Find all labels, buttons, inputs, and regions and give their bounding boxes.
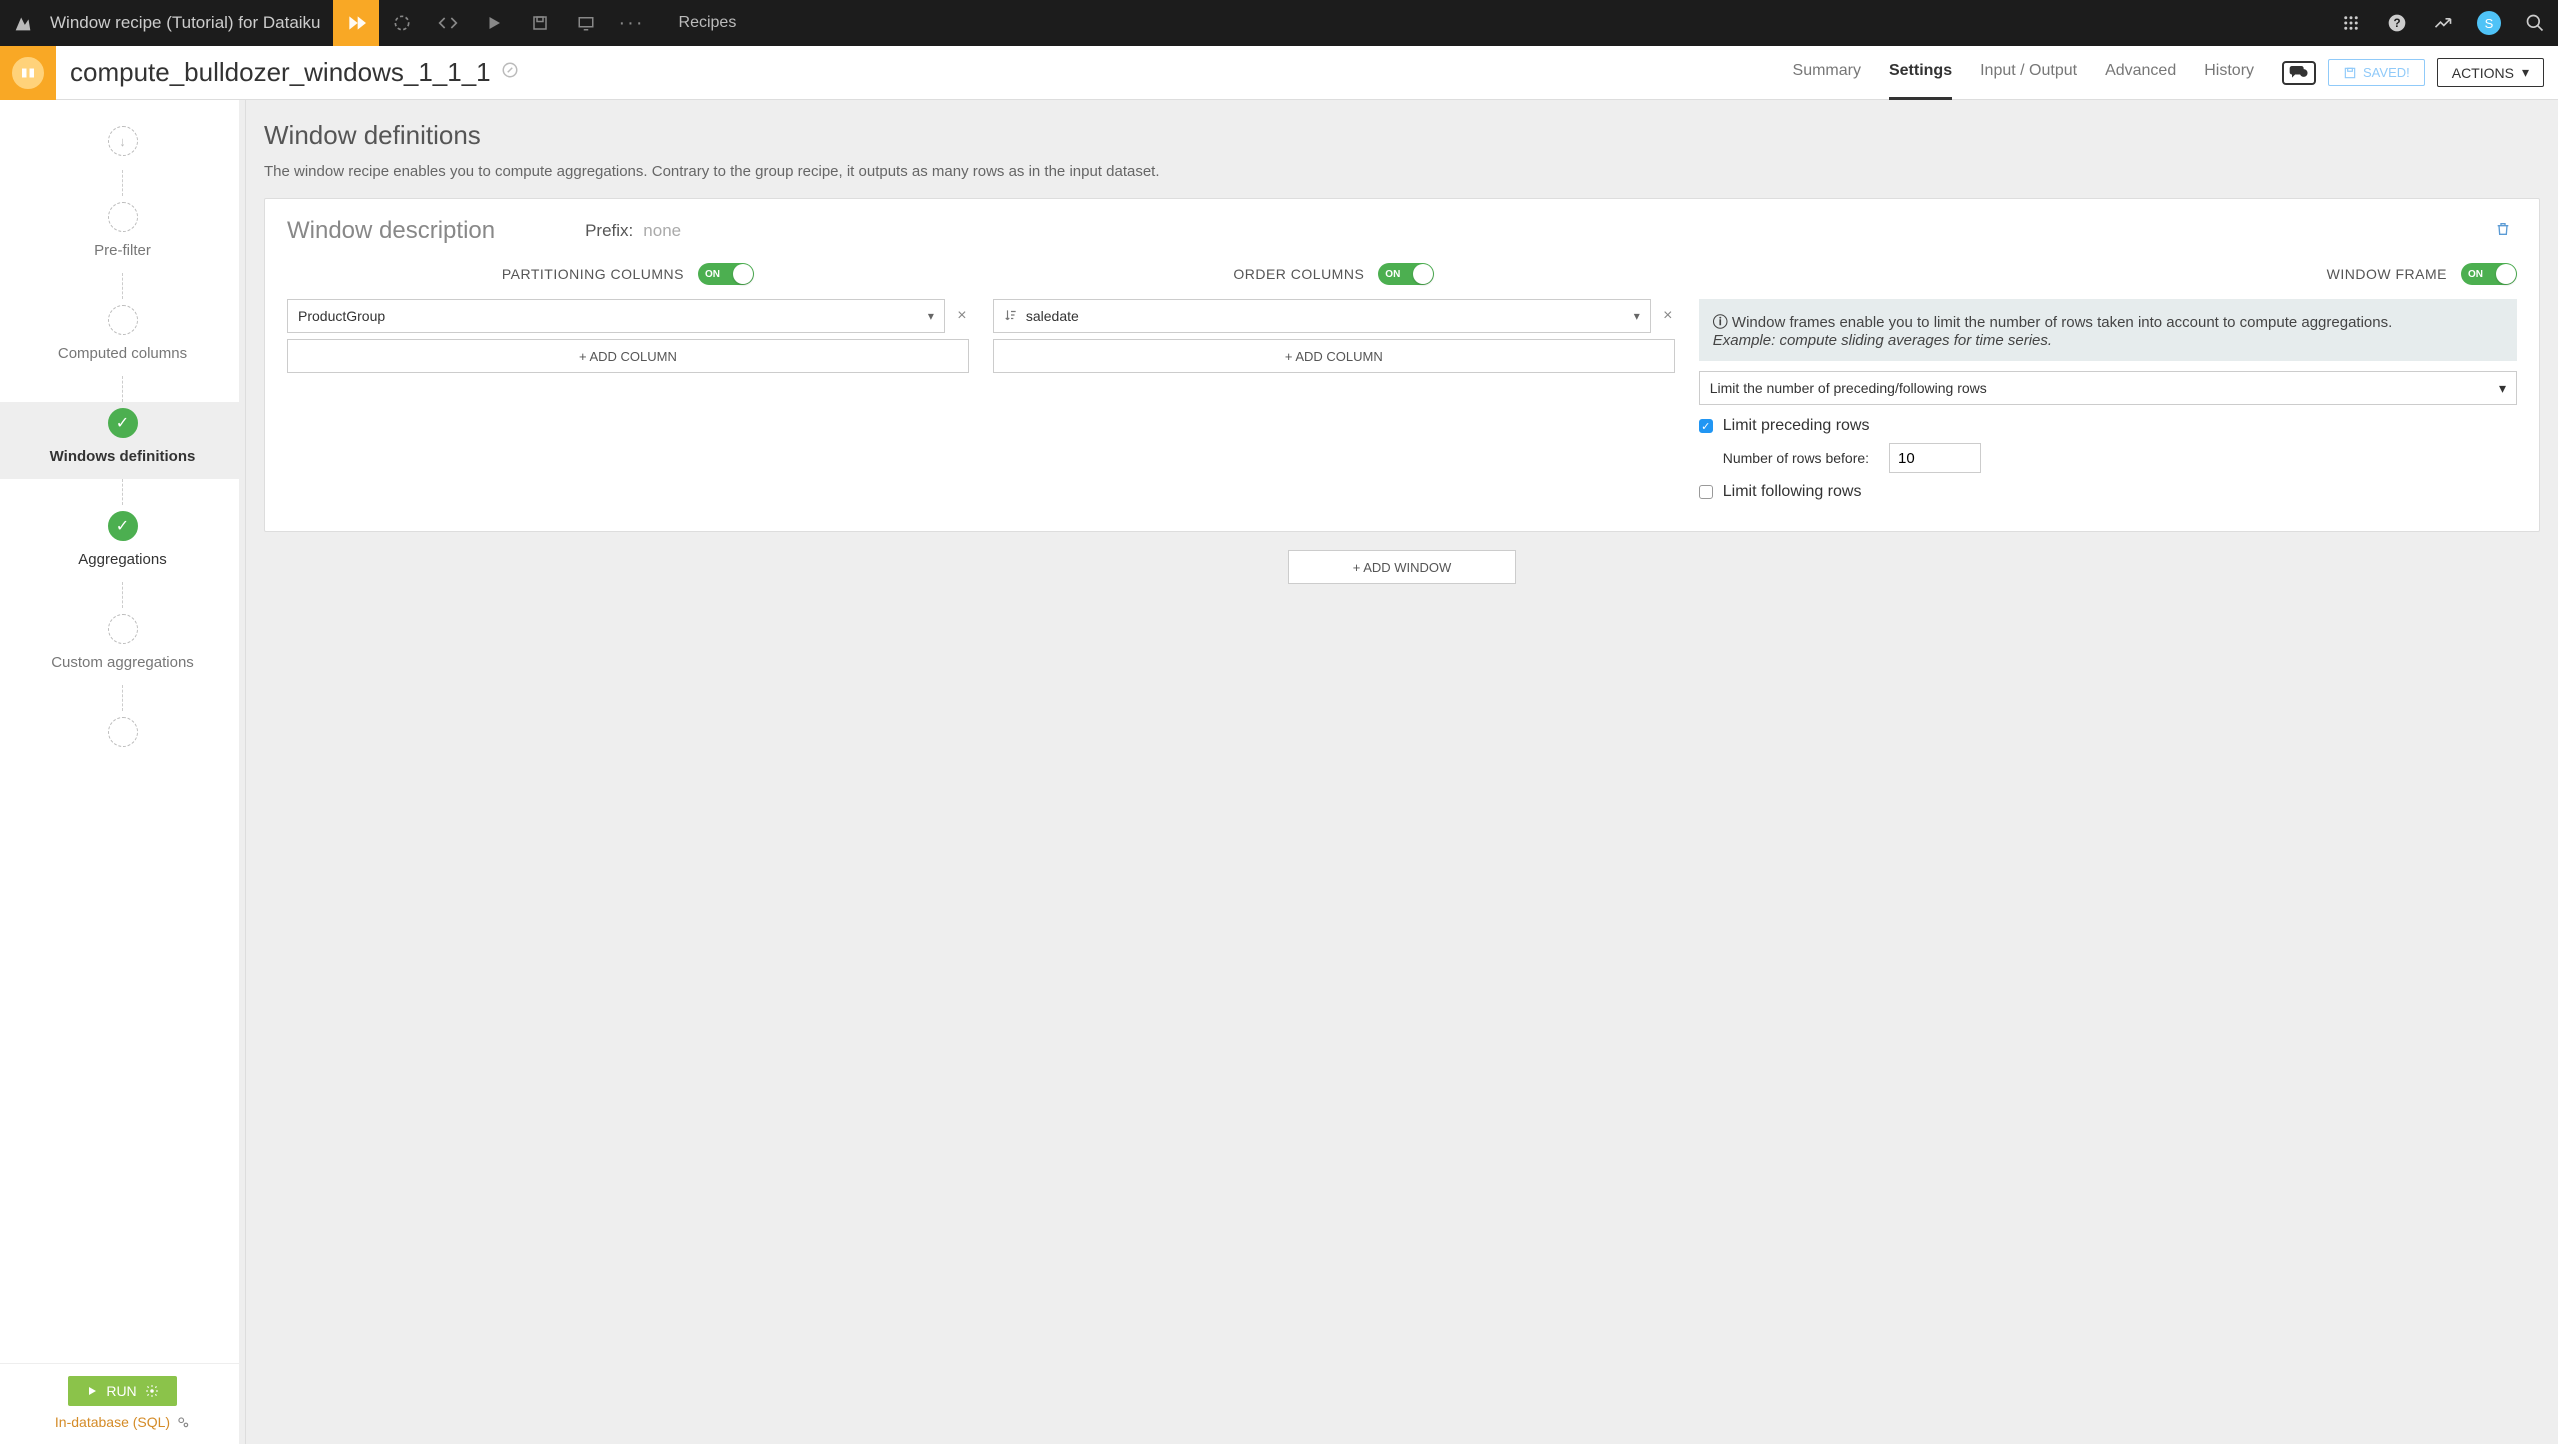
sort-icon <box>1004 308 1018 325</box>
limit-mode-value: Limit the number of preceding/following … <box>1710 380 1987 396</box>
step-pre-filter[interactable]: Pre-filter <box>0 196 245 273</box>
caret-down-icon: ▾ <box>928 309 934 323</box>
saved-badge: SAVED! <box>2328 59 2425 86</box>
frame-toggle[interactable]: ON <box>2461 263 2517 285</box>
gear-icon <box>145 1384 159 1398</box>
caret-down-icon: ▾ <box>2499 380 2506 397</box>
rows-before-label: Number of rows before: <box>1723 450 1869 466</box>
partitioning-column: PARTITIONING COLUMNS ON ProductGroup ▾ ×… <box>287 263 969 507</box>
add-partition-column-button[interactable]: + ADD COLUMN <box>287 339 969 373</box>
step-custom-aggregations[interactable]: Custom aggregations <box>0 608 245 685</box>
svg-text:?: ? <box>2393 17 2400 30</box>
add-order-column-button[interactable]: + ADD COLUMN <box>993 339 1675 373</box>
limit-following-label: Limit following rows <box>1723 483 1862 501</box>
activity-icon[interactable] <box>2420 0 2466 46</box>
tab-summary[interactable]: Summary <box>1793 46 1861 100</box>
step-label: Aggregations <box>78 551 166 568</box>
subbar: compute_bulldozer_windows_1_1_1 Summary … <box>0 46 2558 100</box>
info-icon: ⓘ <box>1713 314 1732 331</box>
limit-preceding-row[interactable]: ✓ Limit preceding rows <box>1699 417 2517 435</box>
caret-down-icon: ▾ <box>1634 309 1640 323</box>
checkbox-checked-icon: ✓ <box>1699 419 1713 433</box>
run-button[interactable]: RUN <box>68 1376 176 1406</box>
order-column: ORDER COLUMNS ON saledate ▾ × <box>993 263 1675 507</box>
page-desc: The window recipe enables you to compute… <box>264 163 2540 180</box>
partitioning-toggle[interactable]: ON <box>698 263 754 285</box>
cycle-icon[interactable] <box>379 0 425 46</box>
step-windows-definitions[interactable]: ✓ Windows definitions <box>0 402 245 479</box>
frame-info-text: Window frames enable you to limit the nu… <box>1732 314 2392 331</box>
frame-title: WINDOW FRAME <box>2327 266 2447 282</box>
help-icon[interactable]: ? <box>2374 0 2420 46</box>
edit-name-icon[interactable] <box>501 61 519 84</box>
partitioning-title: PARTITIONING COLUMNS <box>502 266 684 282</box>
recipe-type-icon[interactable] <box>0 46 56 100</box>
remove-order-icon[interactable]: × <box>1661 307 1675 325</box>
limit-preceding-label: Limit preceding rows <box>1723 417 1870 435</box>
discussions-icon[interactable] <box>2282 61 2316 85</box>
order-select[interactable]: saledate ▾ <box>993 299 1651 333</box>
rows-before-input[interactable] <box>1889 443 1981 473</box>
page-title: Window definitions <box>264 120 2540 151</box>
card-title: Window description <box>287 217 495 245</box>
frame-info: ⓘ Window frames enable you to limit the … <box>1699 299 2517 361</box>
step-label: Windows definitions <box>50 448 196 465</box>
step-aggregations[interactable]: ✓ Aggregations <box>0 505 245 582</box>
step-label: Custom aggregations <box>51 654 194 671</box>
code-icon[interactable] <box>425 0 471 46</box>
gears-icon <box>176 1415 190 1429</box>
actions-label: ACTIONS <box>2452 65 2514 81</box>
screen-icon[interactable] <box>563 0 609 46</box>
step-computed-columns[interactable]: Computed columns <box>0 299 245 376</box>
add-window-button[interactable]: + ADD WINDOW <box>1288 550 1516 584</box>
tab-advanced[interactable]: Advanced <box>2105 46 2176 100</box>
saved-label: SAVED! <box>2363 65 2410 80</box>
prefix-value[interactable]: none <box>643 221 681 241</box>
tab-history[interactable]: History <box>2204 46 2254 100</box>
partition-select[interactable]: ProductGroup ▾ <box>287 299 945 333</box>
breadcrumb-recipes[interactable]: Recipes <box>679 14 737 32</box>
limit-following-row[interactable]: Limit following rows <box>1699 483 2517 501</box>
tab-input-output[interactable]: Input / Output <box>1980 46 2077 100</box>
partition-value: ProductGroup <box>298 308 928 324</box>
tabs: Summary Settings Input / Output Advanced… <box>1793 46 2254 100</box>
step-label: Computed columns <box>58 345 187 362</box>
main-area: Window definitions The window recipe ena… <box>246 100 2558 1444</box>
logo-icon[interactable] <box>0 0 46 46</box>
order-value: saledate <box>1026 308 1634 324</box>
actions-button[interactable]: ACTIONS ▾ <box>2437 58 2544 87</box>
more-icon[interactable]: ··· <box>609 0 655 46</box>
window-card: Window description Prefix: none PARTITIO… <box>264 198 2540 532</box>
order-toggle[interactable]: ON <box>1378 263 1434 285</box>
search-icon[interactable] <box>2512 0 2558 46</box>
rows-before-row: Number of rows before: <box>1723 443 2517 473</box>
order-title: ORDER COLUMNS <box>1233 266 1364 282</box>
project-title: Window recipe (Tutorial) for Dataiku <box>50 13 321 33</box>
apps-icon[interactable] <box>2328 0 2374 46</box>
step-entry[interactable]: ↓ <box>0 120 245 170</box>
caret-down-icon: ▾ <box>2522 64 2529 81</box>
engine-label[interactable]: In-database (SQL) <box>55 1414 190 1430</box>
recipe-name: compute_bulldozer_windows_1_1_1 <box>70 57 491 88</box>
remove-partition-icon[interactable]: × <box>955 307 969 325</box>
tab-settings[interactable]: Settings <box>1889 46 1952 100</box>
checkbox-unchecked-icon <box>1699 485 1713 499</box>
scrollbar[interactable] <box>239 100 245 1444</box>
run-label: RUN <box>106 1383 136 1399</box>
save-icon[interactable] <box>517 0 563 46</box>
step-label: Pre-filter <box>94 242 151 259</box>
frame-column: WINDOW FRAME ON ⓘ Window frames enable y… <box>1699 263 2517 507</box>
limit-mode-select[interactable]: Limit the number of preceding/following … <box>1699 371 2517 405</box>
flow-nav-icon[interactable] <box>333 0 379 46</box>
frame-info-example: Example: compute sliding averages for ti… <box>1713 332 2052 349</box>
steps-sidebar: ↓ Pre-filter Computed columns ✓ Windows … <box>0 100 246 1444</box>
prefix-row: Prefix: none <box>585 221 681 241</box>
delete-window-icon[interactable] <box>2495 221 2517 242</box>
prefix-label: Prefix: <box>585 221 633 241</box>
topbar: Window recipe (Tutorial) for Dataiku ···… <box>0 0 2558 46</box>
play-icon[interactable] <box>471 0 517 46</box>
avatar[interactable]: S <box>2477 11 2501 35</box>
step-exit[interactable] <box>0 711 245 761</box>
